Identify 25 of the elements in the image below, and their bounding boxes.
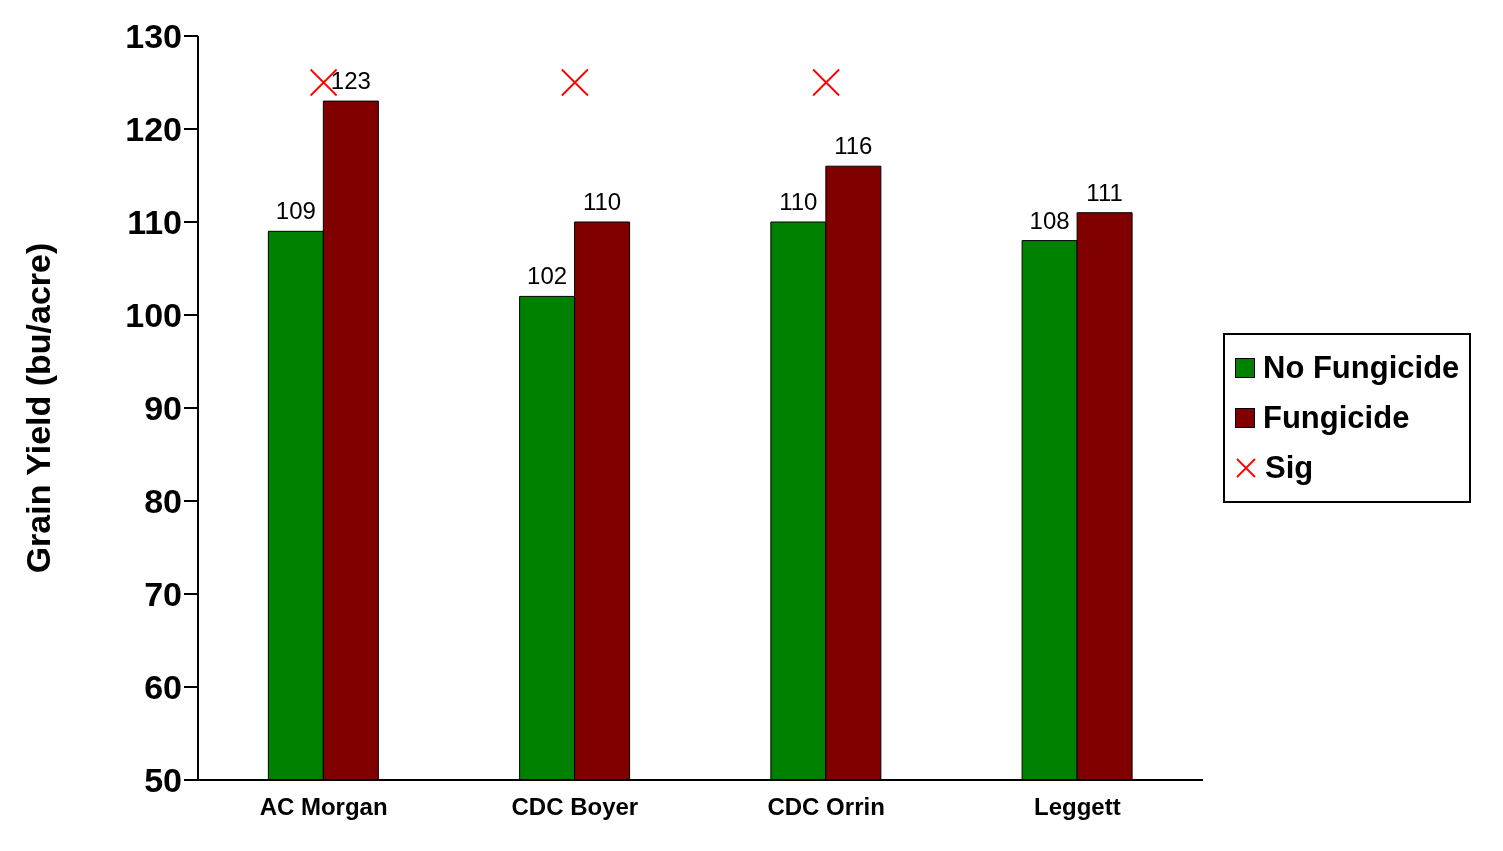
data-label: 102	[527, 262, 568, 290]
x-tick-label: Leggett	[1034, 793, 1121, 821]
x-tick-label: AC Morgan	[259, 793, 388, 821]
data-label: 110	[582, 188, 622, 215]
y-tick-label: 90	[144, 389, 182, 428]
data-label: 109	[275, 197, 316, 225]
y-tick-label: 120	[125, 110, 182, 149]
y-tick-label: 70	[144, 575, 182, 614]
y-tick-label: 130	[125, 17, 182, 56]
y-tick-label: 60	[144, 668, 182, 707]
x-tick-label: CDC Boyer	[511, 793, 639, 821]
legend-label: Sig	[1265, 449, 1314, 487]
data-label: 110	[779, 188, 818, 215]
data-label: 111	[1086, 178, 1123, 206]
legend-label: Fungicide	[1263, 399, 1410, 437]
data-label: 108	[1029, 206, 1070, 234]
y-axis-title: Grain Yield (bu/acre)	[19, 242, 58, 574]
y-tick-label: 80	[144, 482, 182, 521]
data-label: 123	[330, 67, 371, 95]
y-tick-label: 100	[125, 296, 182, 335]
y-tick-label: 110	[127, 203, 182, 242]
legend-label: No Fungicide	[1263, 349, 1460, 387]
x-tick-label: CDC Orrin	[767, 793, 885, 821]
data-label: 116	[834, 132, 873, 160]
y-tick-label: 50	[144, 761, 182, 800]
